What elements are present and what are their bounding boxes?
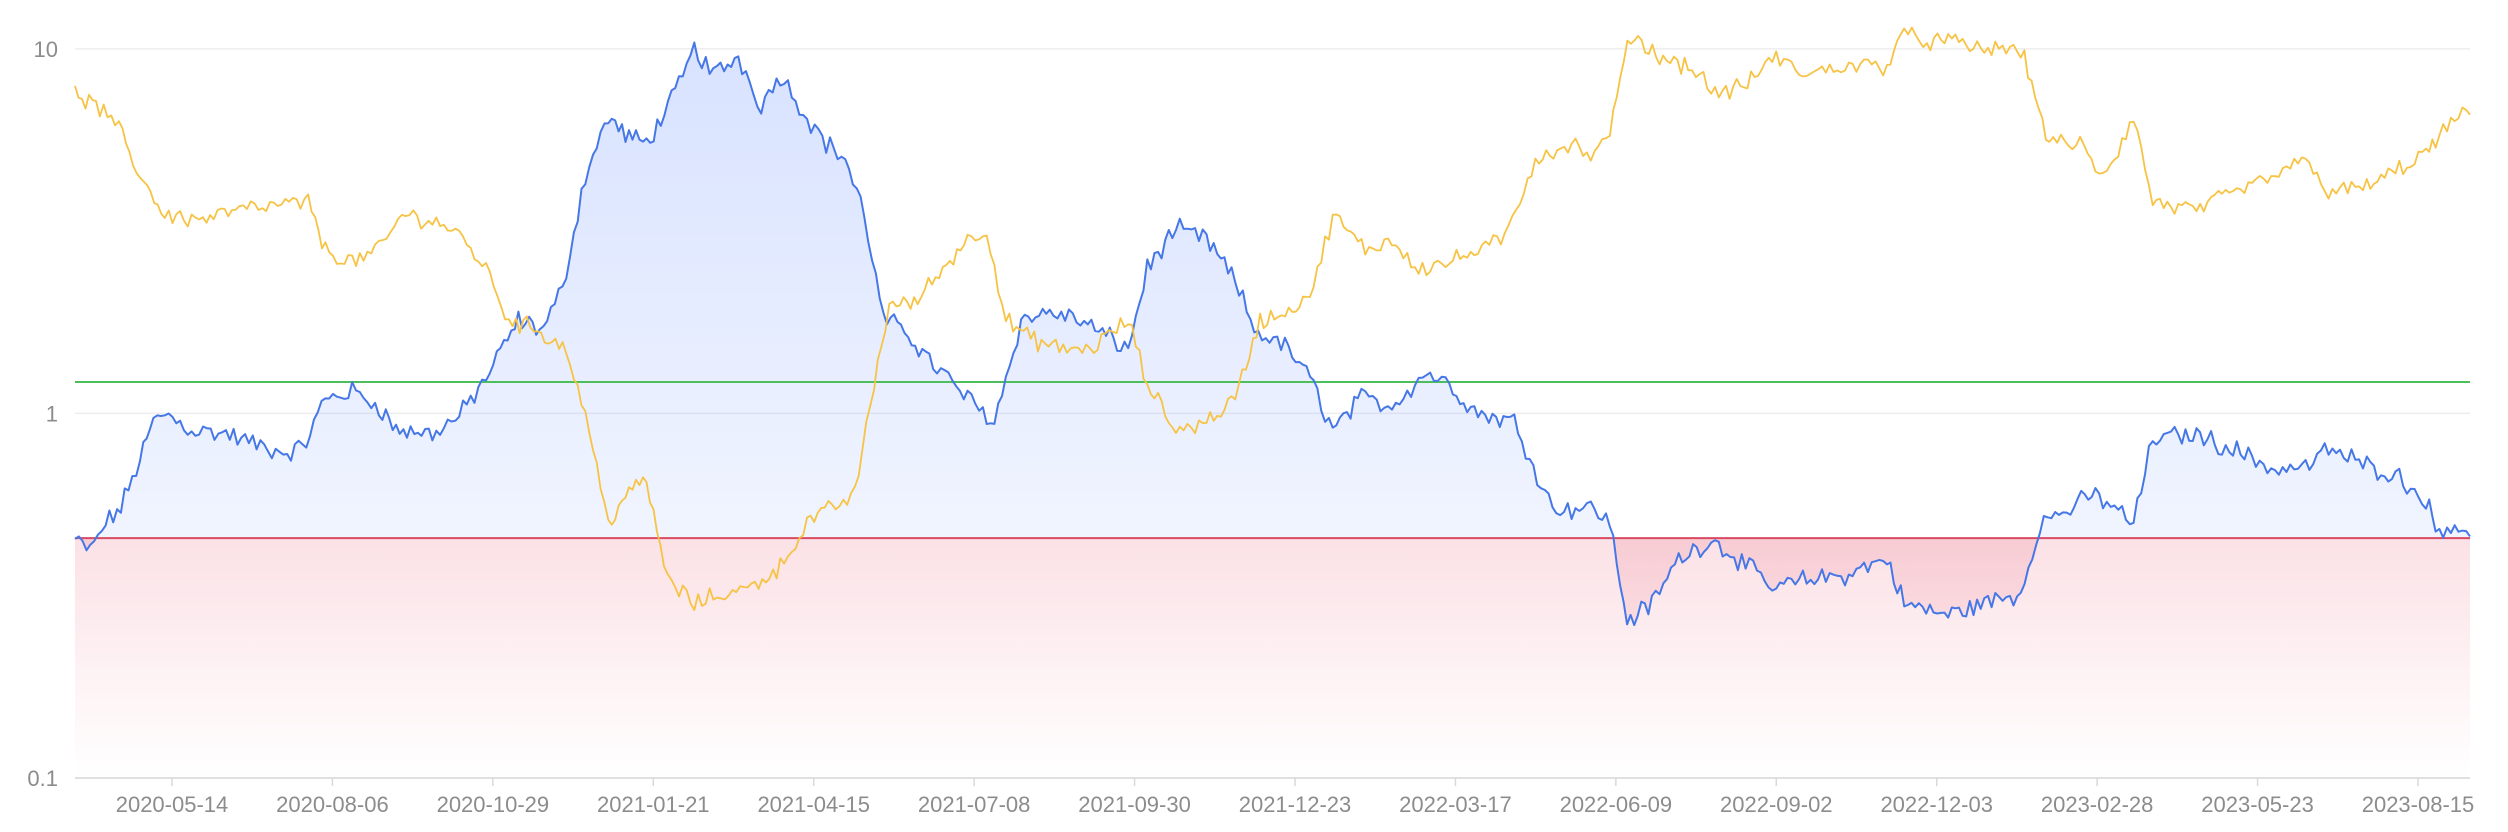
x-tick-label: 2022-03-17 — [1399, 792, 1512, 817]
x-tick-label: 2023-02-28 — [2041, 792, 2154, 817]
baseline-band — [75, 538, 2470, 778]
x-tick-label: 2021-04-15 — [757, 792, 870, 817]
area-above-baseline — [75, 42, 2470, 539]
x-tick-label: 2023-08-15 — [2362, 792, 2475, 817]
series-lines — [74, 26, 2471, 627]
x-tick-label: 2022-12-03 — [1880, 792, 1993, 817]
y-tick-label: 0.1 — [27, 766, 58, 791]
series-line-blue — [74, 41, 2471, 627]
y-axis-ticks: 0.1 1 10 — [27, 37, 58, 791]
area-fills — [75, 42, 2470, 778]
x-tick-label: 2023-05-23 — [2201, 792, 2314, 817]
x-tick-label: 2021-09-30 — [1078, 792, 1191, 817]
x-tick-label: 2022-09-02 — [1720, 792, 1833, 817]
y-tick-label: 10 — [34, 37, 58, 62]
x-tick-label: 2020-08-06 — [276, 792, 389, 817]
x-tick-label: 2022-06-09 — [1560, 792, 1673, 817]
x-tick-label: 2020-10-29 — [437, 792, 550, 817]
x-tick-label: 2021-12-23 — [1239, 792, 1352, 817]
x-tick-label: 2021-07-08 — [918, 792, 1031, 817]
x-tick-label: 2020-05-14 — [116, 792, 229, 817]
series-line-yellow — [74, 26, 2471, 611]
reference-lines — [75, 380, 2470, 540]
x-axis-ticks: 2020-05-14 2020-08-06 2020-10-29 2021-01-21… — [116, 778, 2475, 817]
y-tick-label: 1 — [46, 401, 58, 426]
x-tick-label: 2021-01-21 — [597, 792, 710, 817]
